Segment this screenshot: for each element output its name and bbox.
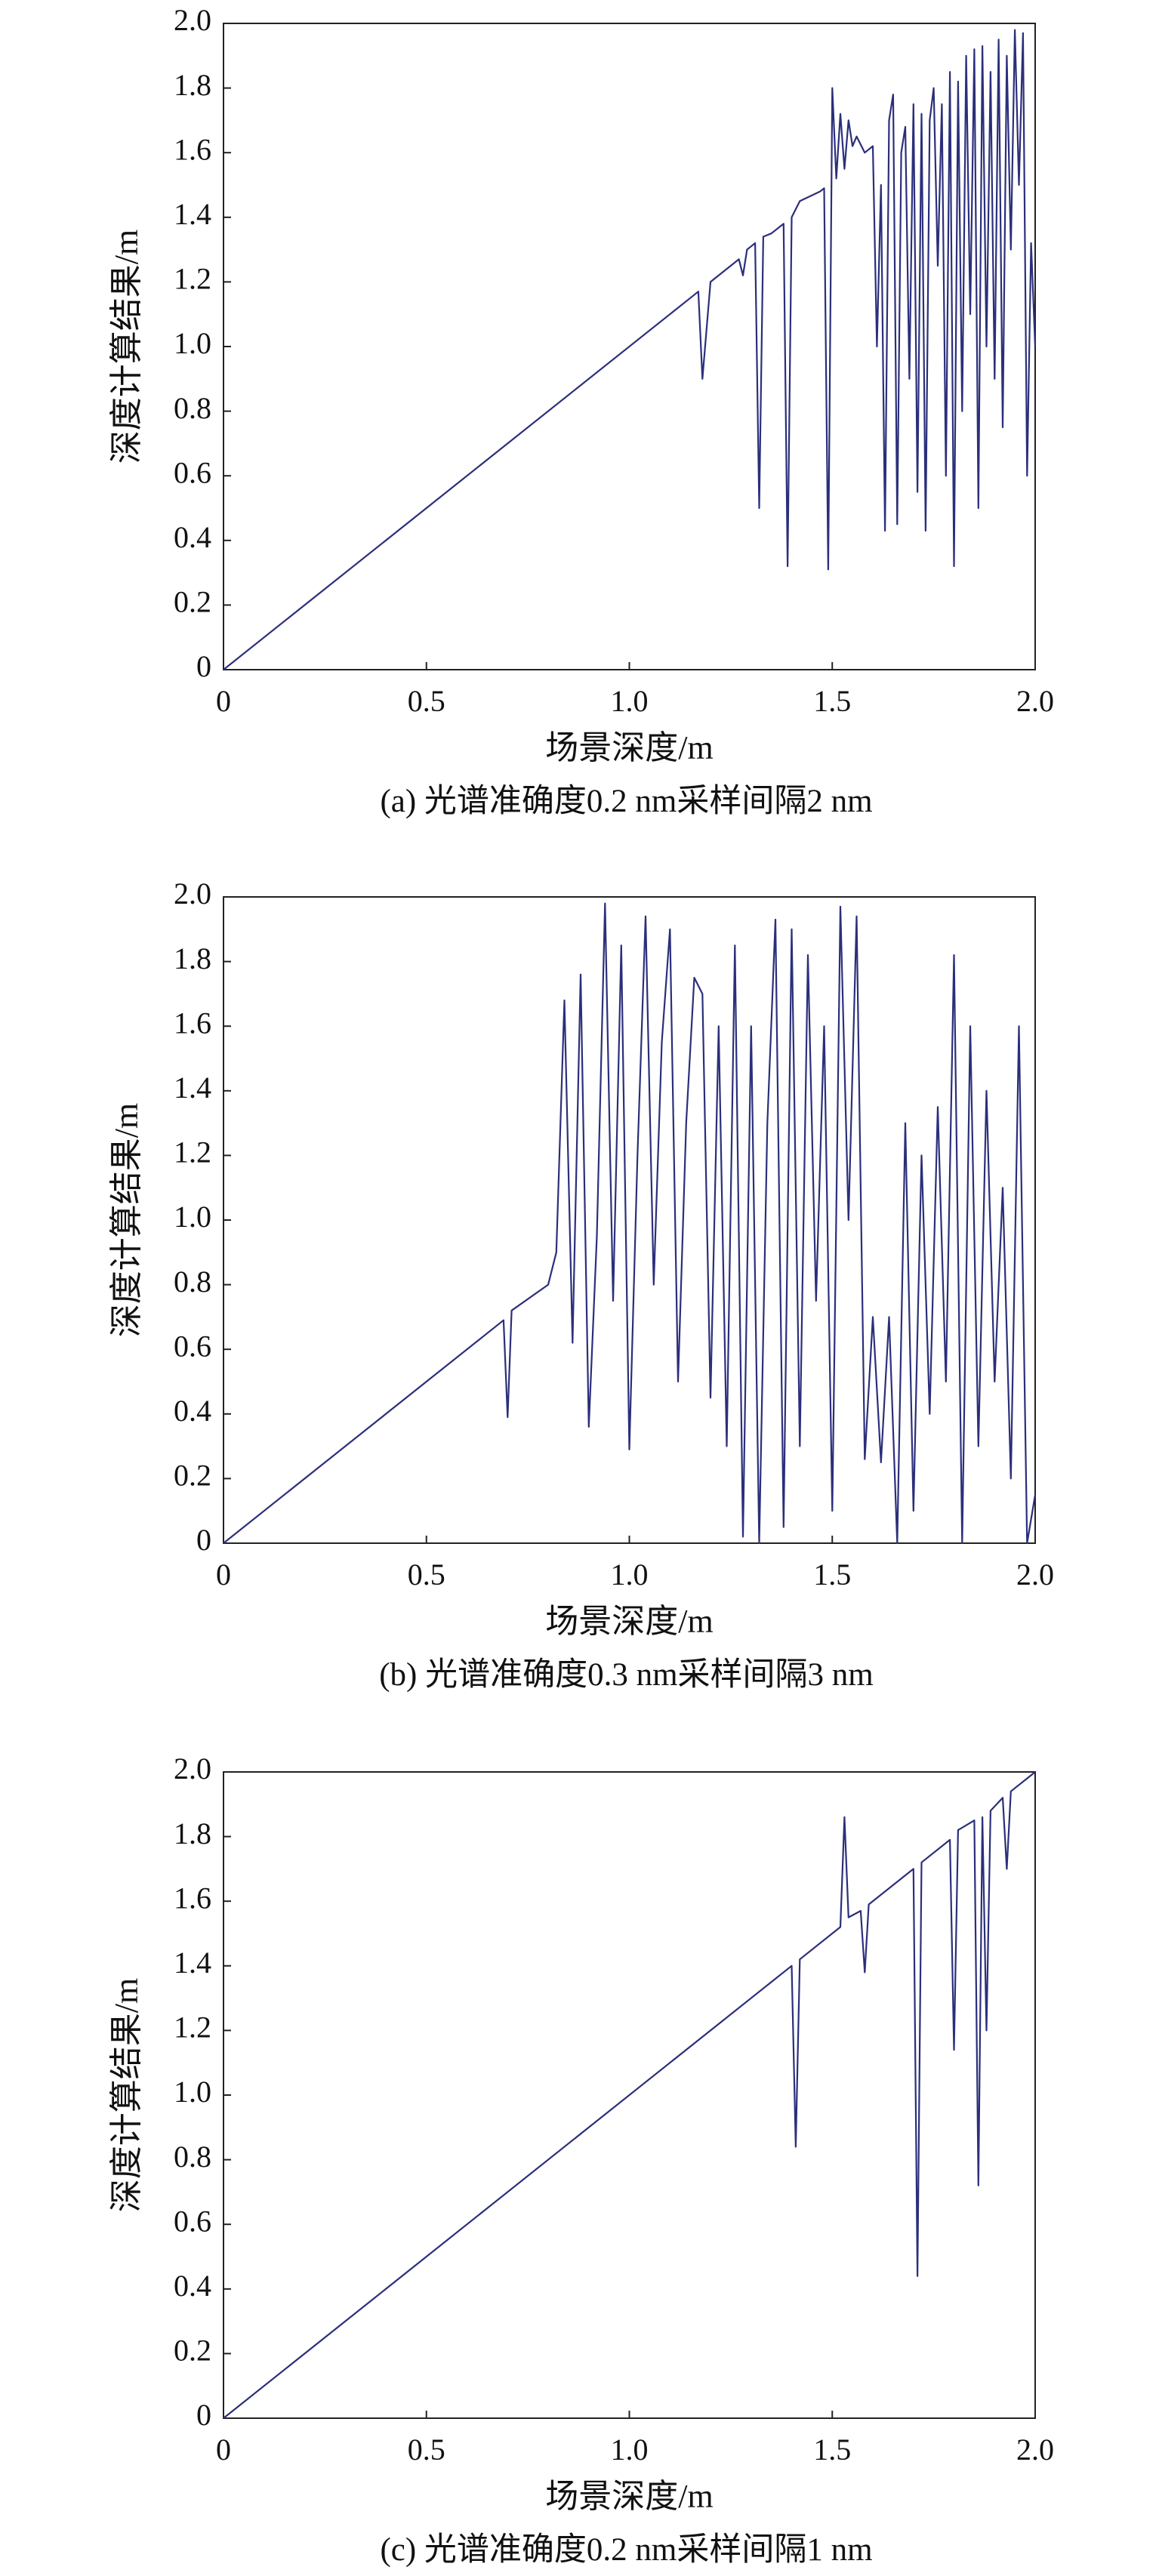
y-tick-label: 1.6: [174, 132, 211, 166]
y-tick-label: 1.0: [174, 326, 211, 360]
y-tick-label: 0.6: [174, 455, 211, 489]
y-tick-label: 0.2: [174, 585, 211, 619]
y-axis-label: 深度计算结果/m: [108, 1978, 145, 2212]
y-tick-label: 0.4: [174, 520, 211, 554]
y-tick-label: 1.0: [174, 2075, 211, 2109]
y-tick-label: 1.2: [174, 2011, 211, 2044]
y-tick-label: 1.4: [174, 197, 211, 231]
x-tick-label: 0.5: [408, 1558, 445, 1592]
y-tick-label: 2.0: [174, 1752, 211, 1786]
y-tick-label: 0.8: [174, 391, 211, 425]
x-tick-label: 1.5: [813, 2433, 851, 2467]
y-axis-label: 深度计算结果/m: [108, 1103, 145, 1337]
y-tick-label: 1.4: [174, 1946, 211, 1980]
y-tick-label: 0.6: [174, 1329, 211, 1363]
x-tick-label: 2.0: [1016, 2433, 1054, 2467]
y-tick-label: 1.8: [174, 68, 211, 102]
x-tick-label: 2.0: [1016, 684, 1054, 718]
x-tick-label: 2.0: [1016, 1558, 1054, 1592]
y-tick-label: 0: [196, 1523, 211, 1557]
chart-caption: (c) 光谱准确度0.2 nm采样间隔1 nm: [380, 2532, 872, 2568]
x-tick-label: 0: [216, 2433, 231, 2467]
y-tick-label: 0: [196, 2398, 211, 2432]
x-tick-label: 0.5: [408, 2433, 445, 2467]
x-tick-label: 1.0: [611, 684, 649, 718]
x-tick-label: 0.5: [408, 684, 445, 718]
y-tick-label: 0.8: [174, 2140, 211, 2174]
y-tick-label: 1.6: [174, 1006, 211, 1040]
y-tick-label: 1.8: [174, 1816, 211, 1850]
x-tick-label: 1.0: [611, 1558, 649, 1592]
y-tick-label: 2.0: [174, 3, 211, 37]
x-tick-label: 1.5: [813, 684, 851, 718]
chart-caption: (b) 光谱准确度0.3 nm采样间隔3 nm: [379, 1657, 874, 1693]
x-axis-label: 场景深度/m: [545, 729, 713, 766]
y-axis-label: 深度计算结果/m: [108, 230, 145, 464]
y-tick-label: 0.8: [174, 1265, 211, 1299]
chart-caption: (a) 光谱准确度0.2 nm采样间隔2 nm: [380, 784, 872, 819]
x-tick-label: 0: [216, 684, 231, 718]
y-tick-label: 0: [196, 649, 211, 683]
y-tick-label: 0.2: [174, 1459, 211, 1493]
x-axis-label: 场景深度/m: [545, 1603, 713, 1640]
x-axis-label: 场景深度/m: [545, 2478, 713, 2515]
y-tick-label: 1.6: [174, 1881, 211, 1915]
data-line: [223, 902, 1037, 1545]
y-tick-label: 0.4: [174, 2269, 211, 2303]
x-tick-label: 0: [216, 1558, 231, 1592]
y-tick-label: 1.2: [174, 262, 211, 296]
data-line: [223, 29, 1037, 670]
y-tick-label: 0.6: [174, 2204, 211, 2238]
y-tick-label: 2.0: [174, 877, 211, 911]
x-tick-label: 1.5: [813, 1558, 851, 1592]
y-tick-label: 1.0: [174, 1200, 211, 1234]
y-tick-label: 0.2: [174, 2334, 211, 2368]
x-tick-label: 1.0: [611, 2433, 649, 2467]
y-tick-label: 0.4: [174, 1394, 211, 1428]
data-line: [223, 1771, 1036, 2419]
y-tick-label: 1.2: [174, 1135, 211, 1169]
y-tick-label: 1.8: [174, 941, 211, 975]
y-tick-label: 1.4: [174, 1071, 211, 1105]
